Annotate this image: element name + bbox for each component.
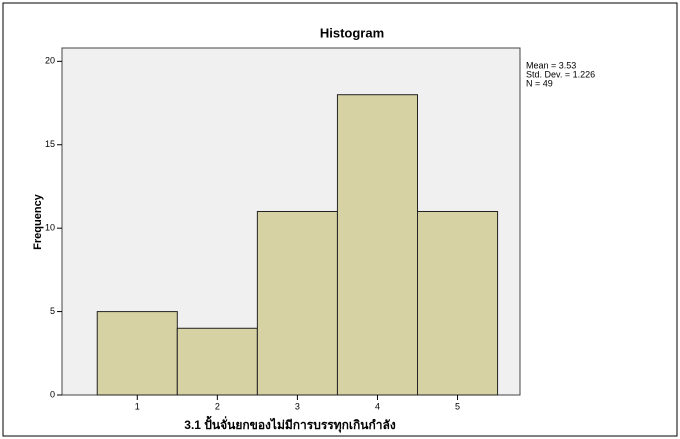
x-tick-label: 1	[135, 401, 140, 411]
y-axis-label: Frequency	[32, 193, 44, 250]
bar	[417, 210, 499, 396]
bar	[336, 94, 419, 396]
x-tick-label: 3	[295, 401, 300, 411]
annotation: Std. Dev. = 1.226	[526, 69, 595, 79]
y-tick-label: 0	[50, 389, 55, 399]
annotation: N = 49	[526, 78, 553, 88]
y-tick-label: 15	[45, 139, 55, 149]
y-tick-label: 10	[45, 223, 55, 233]
x-tick-label: 2	[215, 401, 220, 411]
bar	[176, 327, 258, 396]
bar	[256, 210, 338, 396]
x-axis-label: 3.1 ปั้นจั่นยกของไม่มีการบรรทุกเกินกำลัง	[184, 415, 396, 433]
bar	[96, 311, 178, 396]
y-tick-label: 5	[50, 306, 55, 316]
x-tick-label: 5	[455, 401, 460, 411]
annotation: Mean = 3.53	[526, 60, 576, 70]
x-tick-label: 4	[375, 401, 380, 411]
chart-title: Histogram	[320, 25, 384, 40]
y-tick-label: 20	[45, 56, 55, 66]
